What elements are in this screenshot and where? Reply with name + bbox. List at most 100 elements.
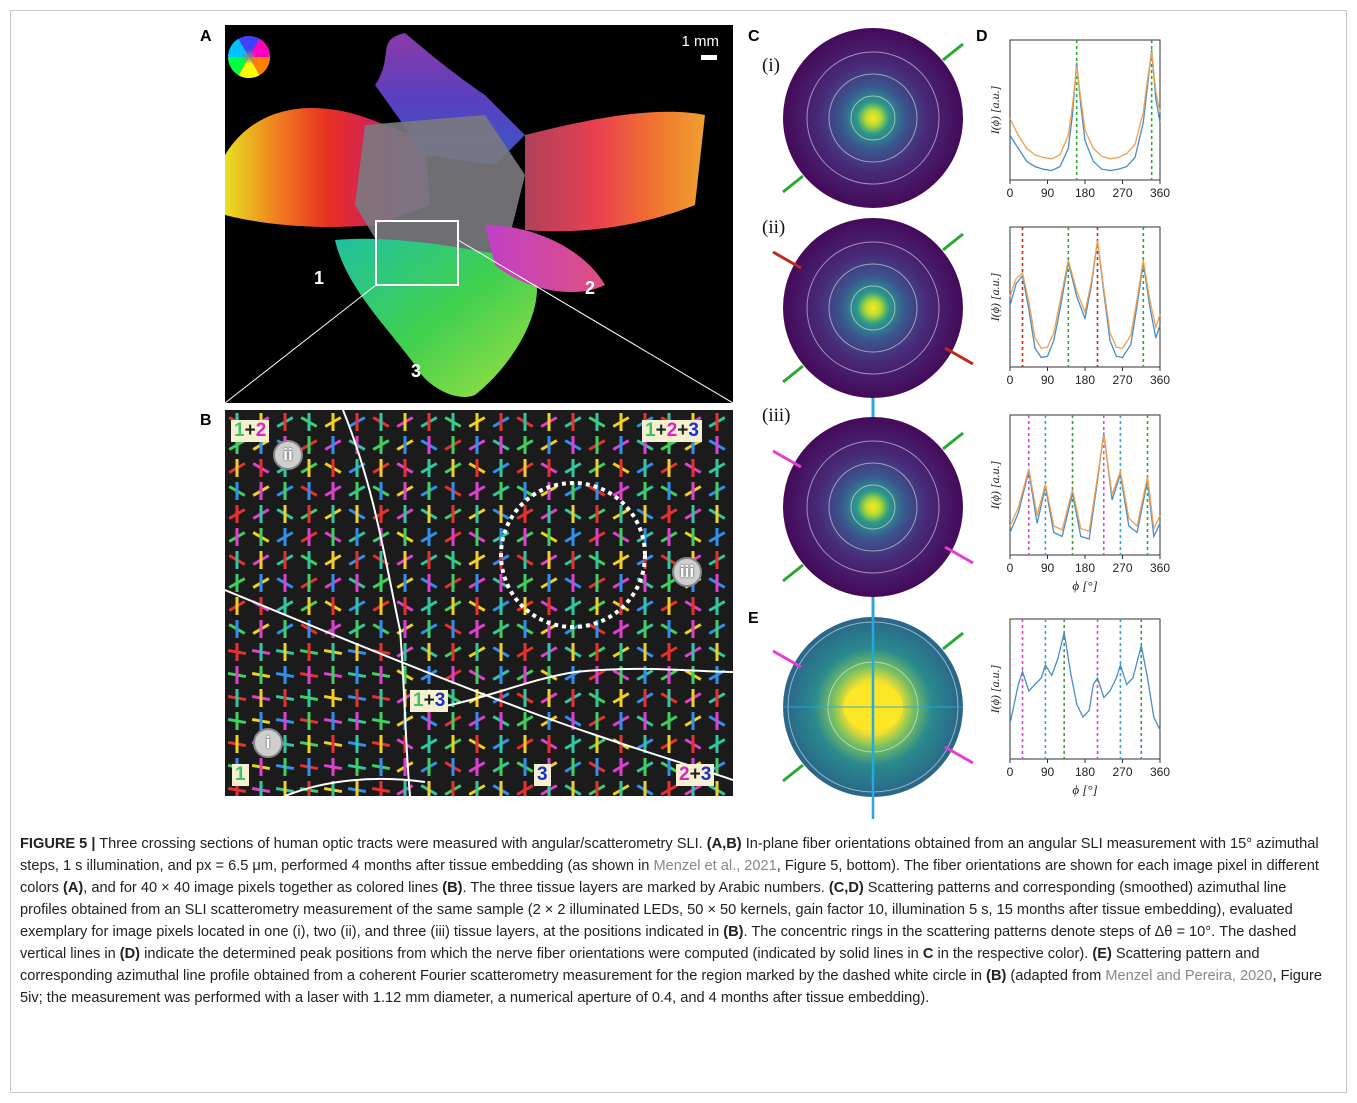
fiber-glyph: [396, 551, 414, 569]
fiber-glyph: [299, 643, 319, 661]
x-tick-label: 180: [1075, 373, 1095, 387]
fiber-glyph: [612, 482, 630, 500]
fiber-glyph: [492, 735, 510, 753]
fiber-glyph: [372, 413, 390, 431]
scalebar-label: 1 mm: [681, 33, 720, 50]
fiber-glyph: [371, 781, 391, 796]
profile-series-line: [1009, 240, 1161, 350]
fiber-glyph: [396, 482, 414, 500]
fiber-glyph: [492, 436, 510, 454]
fiber-glyph: [564, 413, 582, 431]
fiber-glyph: [564, 666, 582, 684]
profile-series-line: [1009, 240, 1161, 359]
fiber-glyph: [564, 781, 582, 796]
fiber-glyph: [348, 551, 366, 569]
fiber-glyph: [468, 551, 486, 569]
fiber-glyph: [516, 781, 534, 796]
fiber-glyph: [299, 689, 319, 707]
fiber-glyph: [276, 574, 294, 592]
x-tick-label: 360: [1150, 186, 1170, 200]
caption-ref-2[interactable]: Menzel and Pereira, 2020: [1105, 968, 1273, 984]
fiber-glyph: [300, 574, 318, 592]
fiber-glyph: [372, 574, 390, 592]
fiber-glyph: [468, 781, 486, 796]
fiber-glyph: [348, 505, 366, 523]
fiber-glyph: [636, 482, 654, 500]
fiber-glyph: [540, 551, 558, 569]
fiber-glyph: [564, 436, 582, 454]
color-wheel-icon: [228, 35, 270, 79]
fiber-glyph: [228, 597, 246, 615]
fiber-glyph: [300, 413, 318, 431]
fiber-glyph: [371, 689, 391, 707]
fiber-glyph: [323, 643, 343, 661]
fiber-glyph: [708, 689, 726, 707]
fiber-glyph: [660, 597, 678, 615]
fiber-glyph: [708, 482, 726, 500]
fiber-glyph: [300, 505, 318, 523]
caption-ref-1[interactable]: Menzel et al., 2021: [653, 858, 777, 874]
fiber-glyph: [276, 597, 294, 615]
fiber-glyph: [588, 735, 606, 753]
fiber-glyph: [252, 574, 270, 592]
fiber-glyph: [420, 459, 438, 477]
fiber-glyph: [564, 574, 582, 592]
fiber-glyph: [396, 597, 414, 615]
fiber-glyph: [468, 436, 486, 454]
fiber-glyph: [252, 505, 270, 523]
fiber-glyph: [396, 735, 414, 753]
fiber-glyph: [299, 758, 319, 776]
fiber-glyph: [444, 597, 462, 615]
fiber-glyph: [588, 689, 606, 707]
line-profile-iii: 0 90 180 270 360 I(ϕ) [a.u.] ϕ [°]: [988, 414, 1170, 593]
fiber-glyph: [372, 436, 390, 454]
fiber-glyph: [516, 758, 534, 776]
scalebar: [701, 55, 717, 60]
profile-series-line: [1009, 632, 1161, 731]
fiber-glyph: [324, 482, 342, 500]
fiber-glyph: [516, 459, 534, 477]
fiber-glyph: [660, 712, 678, 730]
x-tick-label: 90: [1041, 373, 1055, 387]
fiber-glyph: [252, 459, 270, 477]
fiber-glyph: [251, 712, 271, 730]
fiber-glyph: [396, 574, 414, 592]
line-profile-e: 0 90 180 270 360 I(ϕ) [a.u.] ϕ [°]: [988, 618, 1170, 797]
fiber-glyph: [636, 712, 654, 730]
fiber-glyph: [468, 643, 486, 661]
fiber-glyph: [444, 643, 462, 661]
fiber-glyph: [636, 597, 654, 615]
fiber-glyph: [252, 620, 270, 638]
fiber-glyph: [708, 574, 726, 592]
tag-layer-1: 1: [232, 764, 249, 786]
fiber-glyph: [468, 459, 486, 477]
fiber-glyph: [299, 712, 319, 730]
x-tick-label: 90: [1041, 765, 1055, 779]
fiber-glyph: [684, 482, 702, 500]
fiber-glyph: [708, 666, 726, 684]
fiber-glyph: [516, 712, 534, 730]
fiber-glyph: [708, 551, 726, 569]
fiber-glyph: [564, 735, 582, 753]
fiber-glyph: [251, 781, 271, 796]
fiber-glyph: [516, 574, 534, 592]
fiber-glyph: [228, 551, 246, 569]
fiber-glyph: [636, 620, 654, 638]
fiber-glyph: [396, 643, 414, 661]
fiber-glyph: [396, 436, 414, 454]
fiber-glyph: [228, 459, 246, 477]
fiber-glyph: [468, 482, 486, 500]
fiber-glyph: [444, 735, 462, 753]
fiber-glyph: [684, 735, 702, 753]
fiber-glyph: [444, 505, 462, 523]
fiber-glyph: [348, 574, 366, 592]
fiber-glyph: [492, 482, 510, 500]
fiber-glyph: [588, 574, 606, 592]
fiber-glyph: [299, 735, 319, 753]
fiber-glyph: [588, 666, 606, 684]
fiber-glyph: [492, 505, 510, 523]
fiber-glyph: [227, 735, 247, 753]
fiber-glyph: [228, 528, 246, 546]
fiber-glyph: [275, 666, 295, 684]
fiber-orientation-glyphs: [225, 410, 733, 796]
